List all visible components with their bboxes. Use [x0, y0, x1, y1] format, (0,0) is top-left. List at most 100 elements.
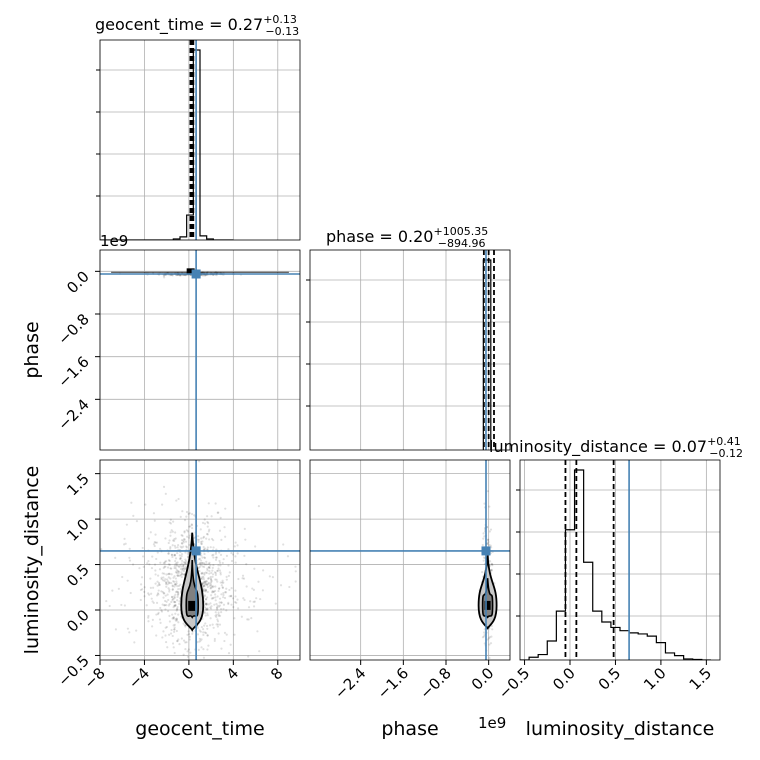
sample-point [163, 560, 167, 563]
sample-point [198, 640, 201, 643]
sample-point [200, 572, 203, 575]
sample-point [209, 575, 212, 579]
sample-point [175, 582, 178, 585]
sample-point [207, 566, 211, 569]
sample-point [196, 626, 199, 629]
sample-point [219, 573, 222, 576]
sample-point [179, 587, 182, 590]
sample-point [171, 530, 174, 533]
sample-point [147, 537, 150, 540]
sample-point [294, 570, 297, 573]
sample-point [207, 566, 210, 569]
panel-phase-vs-geocent_time [100, 250, 300, 450]
sample-point [486, 538, 490, 542]
sample-point [173, 565, 176, 568]
sample-point [208, 561, 211, 564]
sample-point [177, 570, 181, 573]
sample-point [176, 593, 180, 597]
sample-point [211, 597, 214, 600]
sample-point [149, 586, 152, 589]
sample-point [201, 540, 204, 543]
sample-point [207, 582, 210, 585]
sample-point [188, 534, 191, 537]
sample-point [154, 573, 157, 576]
sample-point [213, 637, 216, 641]
sample-point [200, 572, 204, 575]
sample-point [180, 555, 183, 558]
sample-point [205, 580, 208, 583]
sample-point [200, 537, 203, 540]
sample-point [180, 575, 183, 579]
sample-point [210, 537, 214, 541]
sample-point [179, 557, 182, 560]
sample-point [177, 592, 180, 596]
sample-point [215, 623, 218, 626]
sample-point [220, 601, 223, 604]
sample-point [147, 560, 150, 563]
xtick-label-luminosity_distance: −0.5 [495, 664, 533, 702]
sample-point [205, 603, 208, 606]
sample-point [279, 584, 283, 587]
sample-point [189, 651, 192, 654]
sample-point [166, 580, 170, 583]
sample-point [171, 555, 174, 559]
sample-point [141, 546, 144, 550]
offset-label-geocent_time: 1e9 [100, 232, 128, 250]
sample-point [207, 603, 210, 606]
sample-point [224, 507, 227, 510]
sample-point [282, 543, 285, 546]
sample-point [202, 576, 205, 579]
sample-point [256, 630, 259, 633]
sample-point [203, 631, 207, 634]
sample-point [219, 553, 223, 556]
sample-point [114, 556, 117, 559]
sample-point [174, 577, 177, 580]
sample-point [153, 541, 156, 544]
sample-point [255, 597, 258, 600]
sample-point [179, 545, 182, 548]
sample-point [166, 610, 170, 613]
sample-point [201, 571, 204, 574]
panel-frame-2-1 [309, 459, 511, 661]
sample-point [220, 584, 223, 587]
sample-point [221, 561, 224, 565]
ylabel-luminosity_distance: luminosity_distance [21, 466, 43, 655]
sample-point [243, 598, 246, 602]
sample-point [236, 598, 239, 601]
sample-point [218, 569, 222, 572]
sample-point [160, 577, 163, 581]
sample-point [176, 574, 179, 577]
sample-point [210, 571, 213, 574]
sample-point [216, 623, 220, 626]
sample-point [216, 618, 219, 621]
sample-point [212, 563, 215, 567]
sample-point [202, 580, 206, 583]
sample-point [221, 581, 224, 584]
sample-point [203, 588, 206, 591]
sample-point [169, 546, 172, 549]
sample-point [139, 588, 143, 592]
sample-point [286, 555, 290, 558]
sample-point [168, 620, 171, 623]
sample-point [187, 633, 191, 636]
sample-point [490, 546, 493, 549]
sample-point [186, 655, 190, 658]
sample-point [111, 589, 114, 592]
sample-point [152, 543, 156, 546]
sample-point [182, 569, 185, 573]
sample-point [158, 618, 162, 621]
sample-point [176, 599, 179, 602]
ytick-label-phase: −1.6 [54, 353, 92, 391]
sample-point [173, 554, 176, 557]
sample-point [191, 526, 194, 530]
sample-point [206, 607, 209, 610]
sample-point [213, 571, 217, 574]
sample-point [235, 601, 238, 604]
sample-point [185, 546, 189, 549]
sample-point [204, 602, 207, 605]
sample-point [160, 609, 163, 612]
sample-point [216, 569, 219, 573]
sample-point [173, 595, 176, 598]
sample-point [218, 561, 222, 564]
sample-point [212, 626, 215, 629]
